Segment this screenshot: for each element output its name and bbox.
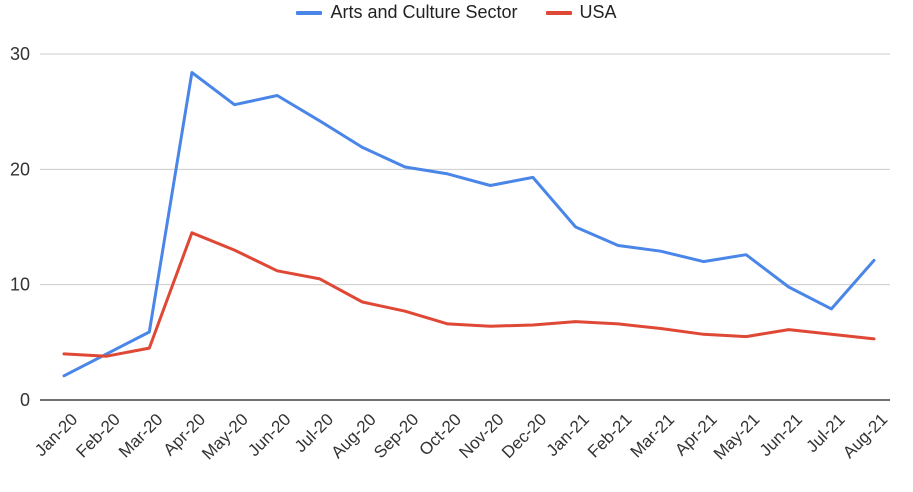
y-tick-labels: 0 10 20 30	[10, 44, 30, 410]
legend-item-usa[interactable]: USA	[545, 2, 617, 23]
x-tick-label: Jun-20	[244, 410, 294, 460]
x-tick-label: Mar-20	[115, 410, 167, 462]
x-tick-label: Sep-20	[370, 410, 422, 462]
legend-label-arts: Arts and Culture Sector	[330, 2, 518, 22]
x-tick-label: Nov-20	[455, 410, 507, 462]
x-tick-label: Dec-20	[498, 410, 550, 462]
legend-swatch-usa	[545, 10, 572, 15]
x-tick-label: Jan-21	[543, 410, 593, 460]
y-tick-label: 0	[20, 390, 30, 410]
x-tick-labels: Jan-20Feb-20Mar-20Apr-20May-20Jun-20Jul-…	[31, 410, 891, 464]
x-tick-label: Mar-21	[627, 410, 679, 462]
series-lines	[62, 71, 876, 378]
x-tick-label: Jan-20	[31, 410, 81, 460]
legend: Arts and Culture Sector USA	[0, 2, 913, 23]
x-tick-label: Jun-21	[756, 410, 806, 460]
x-tick-label: May-20	[198, 410, 252, 464]
x-tick-label: Feb-21	[584, 410, 636, 462]
gridlines	[40, 53, 890, 401]
y-tick-label: 30	[10, 44, 30, 64]
x-tick-label: May-21	[710, 410, 764, 464]
series-line-arts-and-culture	[62, 71, 876, 378]
legend-item-arts[interactable]: Arts and Culture Sector	[296, 2, 518, 23]
y-tick-label: 20	[10, 159, 30, 179]
y-tick-label: 10	[10, 275, 30, 295]
legend-label-usa: USA	[579, 2, 617, 22]
series-line-usa	[62, 231, 876, 358]
x-tick-label: Aug-20	[328, 410, 380, 462]
x-tick-label: Aug-21	[839, 410, 891, 462]
x-tick-label: Feb-20	[72, 410, 124, 462]
legend-swatch-arts	[296, 10, 323, 15]
